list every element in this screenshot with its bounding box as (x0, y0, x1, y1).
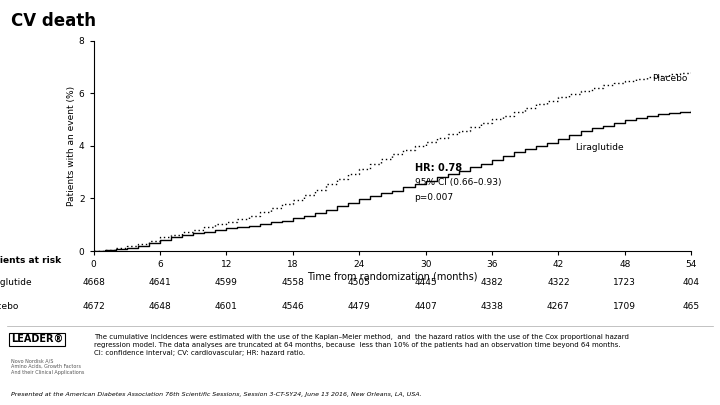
Text: 4338: 4338 (480, 303, 503, 311)
Text: 4546: 4546 (282, 303, 304, 311)
Text: Novo Nordisk A/S
Amino Acids, Growth Factors
And their Clinical Applications: Novo Nordisk A/S Amino Acids, Growth Fac… (11, 358, 84, 375)
Text: 1709: 1709 (613, 303, 636, 311)
Text: 4672: 4672 (82, 303, 105, 311)
Text: CV death: CV death (11, 12, 96, 30)
Text: 4382: 4382 (481, 278, 503, 287)
Text: Liraglutide: Liraglutide (0, 278, 32, 287)
Text: 465: 465 (683, 303, 700, 311)
Text: Liraglutide: Liraglutide (575, 143, 624, 151)
Text: 4445: 4445 (414, 278, 437, 287)
Text: Presented at the American Diabetes Association 76th Scientific Sessions, Session: Presented at the American Diabetes Assoc… (11, 392, 421, 397)
Text: 4668: 4668 (82, 278, 105, 287)
Text: 4648: 4648 (148, 303, 171, 311)
Y-axis label: Patients with an event (%): Patients with an event (%) (67, 86, 76, 206)
Text: 4558: 4558 (282, 278, 305, 287)
Text: LEADER®: LEADER® (11, 334, 63, 344)
Text: p=0.007: p=0.007 (415, 193, 454, 202)
Text: 4322: 4322 (547, 278, 570, 287)
Text: 4267: 4267 (547, 303, 570, 311)
Text: Patients at risk: Patients at risk (0, 256, 61, 265)
Text: Placebo: Placebo (652, 74, 688, 83)
Text: 4601: 4601 (215, 303, 238, 311)
Text: 1723: 1723 (613, 278, 636, 287)
X-axis label: Time from randomization (months): Time from randomization (months) (307, 272, 477, 282)
Text: 4407: 4407 (414, 303, 437, 311)
Text: 95% CI (0.66–0.93): 95% CI (0.66–0.93) (415, 178, 501, 187)
Text: 4641: 4641 (148, 278, 171, 287)
Text: Placebo: Placebo (0, 303, 18, 311)
Text: The cumulative incidences were estimated with the use of the Kaplan–Meier method: The cumulative incidences were estimated… (94, 334, 629, 356)
Text: 4479: 4479 (348, 303, 371, 311)
Text: 4505: 4505 (348, 278, 371, 287)
Text: 4599: 4599 (215, 278, 238, 287)
Text: 404: 404 (683, 278, 700, 287)
Text: HR: 0.78: HR: 0.78 (415, 163, 462, 173)
